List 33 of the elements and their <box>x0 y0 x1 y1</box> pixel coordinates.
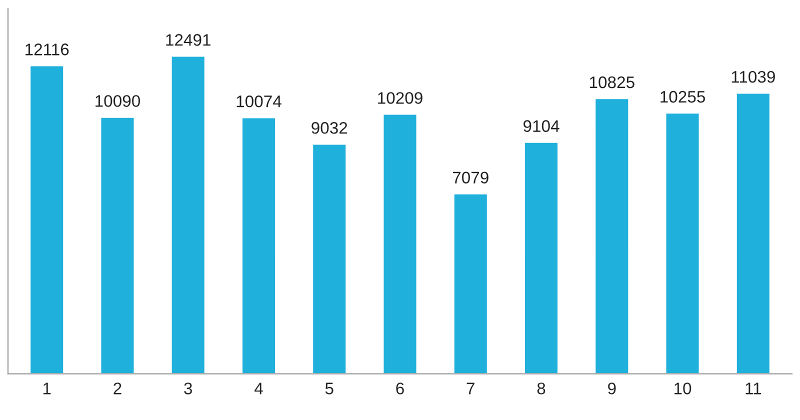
data-label: 11039 <box>732 70 775 83</box>
x-tick-label: 8 <box>537 382 546 394</box>
x-tick-label: 10 <box>674 382 692 394</box>
data-label: 9032 <box>312 122 348 134</box>
x-tick-label: 11 <box>746 382 761 394</box>
bar <box>736 92 771 374</box>
bar <box>170 55 206 374</box>
x-tick-label: 2 <box>114 382 122 394</box>
x-tick-label: 3 <box>184 382 192 394</box>
bar <box>664 112 700 374</box>
data-label: 10074 <box>236 96 282 108</box>
x-tick-label: 1 <box>43 382 51 394</box>
data-label: 10090 <box>96 95 140 107</box>
data-label: 9104 <box>524 120 560 132</box>
bar <box>594 98 630 374</box>
x-tick-label: 4 <box>254 382 263 394</box>
bar <box>382 113 418 374</box>
data-label: 7079 <box>452 172 488 184</box>
bar <box>452 193 488 374</box>
bar <box>100 116 136 374</box>
bar <box>524 142 559 374</box>
data-label: 10255 <box>660 90 705 103</box>
data-label: 10209 <box>378 92 422 104</box>
bar <box>29 64 64 374</box>
data-label: 12116 <box>26 44 69 56</box>
x-tick-label: 9 <box>608 382 616 394</box>
bar <box>312 143 348 374</box>
x-tick-label: 7 <box>466 382 474 394</box>
data-label: 12491 <box>166 34 210 46</box>
data-label: 10825 <box>590 76 634 88</box>
x-tick-label: 6 <box>396 382 404 394</box>
x-tick-label: 5 <box>325 382 334 394</box>
bar <box>241 116 276 374</box>
